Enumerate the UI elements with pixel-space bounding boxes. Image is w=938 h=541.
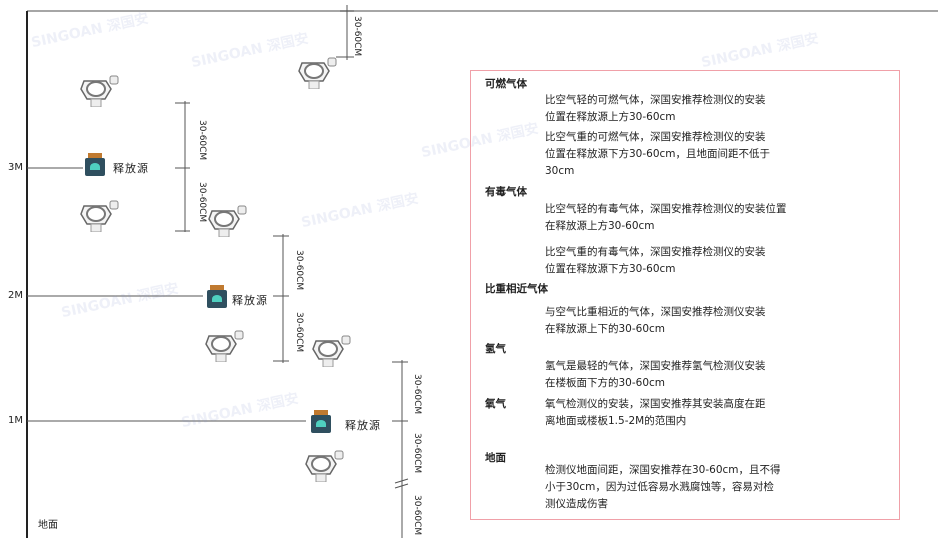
section-text: 比空气重的可燃气体，深国安推荐检测仪的安装 xyxy=(545,131,766,143)
section-title: 氧气 xyxy=(485,398,506,410)
release-source-label: 释放源 xyxy=(113,162,149,175)
dimension-label: 30-60CM xyxy=(294,312,304,353)
gas-detector-icon xyxy=(296,57,338,93)
gas-detector-icon xyxy=(78,200,120,236)
release-source-icon xyxy=(205,285,229,313)
section-title: 氢气 xyxy=(485,343,506,355)
dimension-label: 30-60CM xyxy=(352,16,362,57)
section-title: 地面 xyxy=(485,452,506,464)
section-text: 与空气比重相近的气体，深国安推荐检测仪安装 xyxy=(545,306,766,318)
dimension-label: 30-60CM xyxy=(412,495,422,536)
dimension-label: 30-60CM xyxy=(412,374,422,415)
section-title: 可燃气体 xyxy=(485,78,527,90)
section-text: 离地面或楼板1.5-2M的范围内 xyxy=(545,415,687,427)
section-title: 有毒气体 xyxy=(485,186,527,198)
info-panel xyxy=(470,70,900,520)
release-source-label: 释放源 xyxy=(232,294,268,307)
release-source-icon xyxy=(309,410,333,438)
release-source-label: 释放源 xyxy=(345,419,381,432)
gas-detector-icon xyxy=(78,75,120,111)
section-title: 比重相近气体 xyxy=(485,283,548,295)
gas-detector-icon xyxy=(310,335,352,371)
level-1m: 1M xyxy=(8,415,23,426)
section-text: 比空气轻的可燃气体，深国安推荐检测仪的安装 xyxy=(545,94,766,106)
section-text: 氢气是最轻的气体，深国安推荐氢气检测仪安装 xyxy=(545,360,766,372)
section-text: 检测仪地面间距，深国安推荐在30-60cm，且不得 xyxy=(545,464,781,476)
section-text: 在释放源上下的30-60cm xyxy=(545,323,666,335)
level-3m: 3M xyxy=(8,162,23,173)
section-text: 30cm xyxy=(545,165,575,177)
section-text: 比空气重的有毒气体，深国安推荐检测仪的安装 xyxy=(545,246,766,258)
gas-detector-icon xyxy=(203,330,245,366)
section-text: 在楼板面下方的30-60cm xyxy=(545,377,666,389)
section-text: 位置在释放源下方30-60cm xyxy=(545,263,676,275)
section-text: 位置在释放源上方30-60cm xyxy=(545,111,676,123)
release-source-icon xyxy=(83,153,107,181)
gas-detector-icon xyxy=(303,450,345,486)
section-text: 小于30cm，因为过低容易水溅腐蚀等，容易对检 xyxy=(545,481,774,493)
section-text: 测仪造成伤害 xyxy=(545,498,608,510)
dimension-label: 30-60CM xyxy=(197,182,207,223)
section-text: 在释放源上方30-60cm xyxy=(545,220,655,232)
dimension-label: 30-60CM xyxy=(294,250,304,291)
gas-detector-icon xyxy=(206,205,248,241)
level-2m: 2M xyxy=(8,290,23,301)
section-text: 比空气轻的有毒气体，深国安推荐检测仪的安装位置 xyxy=(545,203,787,215)
section-text: 位置在释放源下方30-60cm，且地面间距不低于 xyxy=(545,148,771,160)
dimension-label: 30-60CM xyxy=(412,433,422,474)
section-text: 氧气检测仪的安装，深国安推荐其安装高度在距 xyxy=(545,398,766,410)
ground-label: 地面 xyxy=(38,520,58,531)
dimension-label: 30-60CM xyxy=(197,120,207,161)
